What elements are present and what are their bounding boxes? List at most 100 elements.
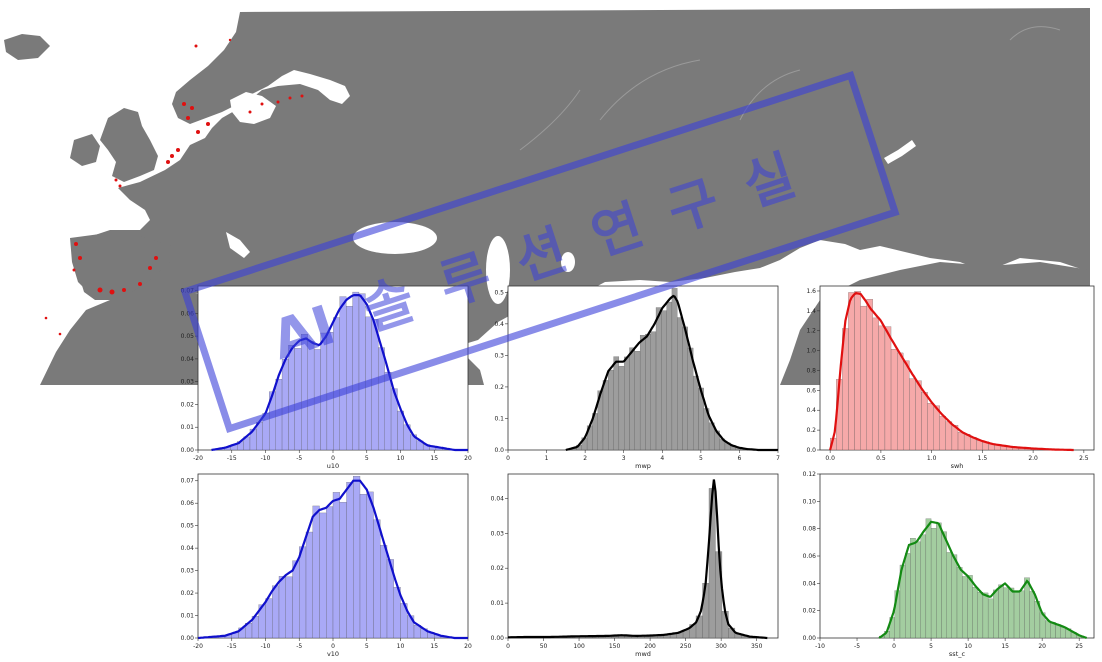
y-tick-label: 0.02 [181,401,195,408]
histogram-bar [339,502,347,639]
y-tick-label: 0.04 [803,580,817,587]
x-tick-label: -10 [261,455,271,462]
histogram-bar [939,416,946,451]
x-tick-label: 150 [609,643,621,650]
histogram-bar [860,305,867,451]
histogram-bar [1019,590,1025,639]
x-tick-label: 15 [430,643,438,650]
histogram-bar [305,531,313,639]
y-tick-label: 0.8 [806,367,816,374]
histogram-bar [866,299,873,451]
histogram-bar [897,352,904,451]
histogram-bar [921,392,928,451]
histogram-bar [359,494,367,639]
y-tick-label: 0.02 [181,590,195,597]
x-axis-label: mwd [635,650,651,658]
histogram-bar [373,519,381,639]
histogram-bar [925,518,932,639]
x-tick-label: 200 [644,643,656,650]
y-tick-label: 0.00 [181,635,195,642]
histogram-bar [910,538,916,639]
x-tick-label: 15 [1001,643,1009,650]
y-tick-label: 0.02 [491,565,505,572]
y-tick-label: 0.04 [491,495,505,502]
histogram-bar [275,379,283,451]
histogram-bar [624,356,630,451]
histogram-bar [927,403,934,451]
x-tick-label: 10 [397,643,405,650]
x-axis-label: swh [951,462,964,470]
y-tick-label: 0.05 [181,523,195,530]
y-tick-label: 0.06 [181,310,195,317]
histogram-bar [352,291,360,451]
histogram-bar [941,531,947,639]
x-tick-label: -20 [193,643,203,650]
x-tick-label: -10 [261,643,271,650]
histogram-bar [353,476,361,639]
histogram-bars-sst_c [879,518,1087,639]
y-tick-label: 0.08 [803,526,817,533]
x-tick-label: 2.5 [1079,455,1089,462]
chart-sst_c: -10 -5 0 5 10 15 20 25 0.00 0.02 0.04 0.06 0.08 0.10 0… [798,471,1102,660]
histogram-bar [288,345,295,451]
y-tick-label: 0.6 [806,387,816,394]
y-tick-label: 0.2 [494,384,504,391]
histogram-bar [884,326,892,451]
x-tick-label: 5 [929,643,933,650]
histogram-bar [602,380,609,451]
histogram-bar [634,351,641,451]
x-tick-label: 15 [430,455,438,462]
y-tick-label: 0.4 [806,407,816,414]
y-tick-label: 0.5 [494,289,504,296]
histogram-bar [278,576,286,639]
y-tick-label: 0.05 [181,333,195,340]
x-tick-label: 7 [776,455,780,462]
histogram-bar [682,326,688,451]
x-tick-label: 0.5 [876,455,886,462]
histogram-bar [346,306,353,451]
x-tick-label: 1.0 [927,455,937,462]
histogram-bar [1060,627,1066,639]
histogram-bar [956,567,963,639]
histogram-bar [957,432,965,451]
y-tick-label: 0.04 [181,545,195,552]
y-tick-label: 0.06 [803,553,817,560]
x-tick-label: 1.5 [978,455,988,462]
histogram-bar [320,332,328,451]
y-tick-label: 0.07 [181,478,195,485]
kde-line-v10 [197,479,468,640]
x-tick-label: 10 [964,643,972,650]
histogram-bar [661,310,667,451]
y-tick-label: 0.03 [181,568,195,575]
histogram-bar [365,316,372,451]
y-tick-label: 1.2 [806,328,816,335]
x-tick-label: 350 [751,643,763,650]
x-tick-label: 4 [660,455,664,462]
histogram-bar [307,341,315,451]
histogram-bar [650,331,657,451]
histogram-bar [262,413,270,451]
histogram-bar [292,560,300,639]
y-tick-label: 0.1 [494,415,504,422]
histogram-bar [951,554,958,639]
x-tick-label: 10 [397,455,405,462]
histogram-bar [945,421,953,451]
histogram-bar [299,546,307,639]
chart-u10: -20 -15 -10 -5 0 5 10 15 20 0.00 0.01 0.02 0.03 0.04 0… [176,284,476,472]
y-tick-label: 0.04 [181,356,195,363]
x-tick-label: 3 [622,455,626,462]
histogram-bar [326,332,334,451]
x-tick-label: 20 [464,455,472,462]
histogram-bar [312,505,320,639]
x-tick-label: -5 [296,643,302,650]
x-axis-label: v10 [327,650,339,658]
x-tick-label: 6 [738,455,742,462]
histogram-bar [380,545,388,639]
y-tick-label: 1.0 [806,348,816,355]
x-axis-label: sst_c [949,650,966,658]
histogram-bar [371,319,379,451]
x-tick-label: 0 [331,643,335,650]
histogram-bar [265,598,273,639]
histogram-bar [326,506,334,639]
histogram-bar [677,317,683,451]
